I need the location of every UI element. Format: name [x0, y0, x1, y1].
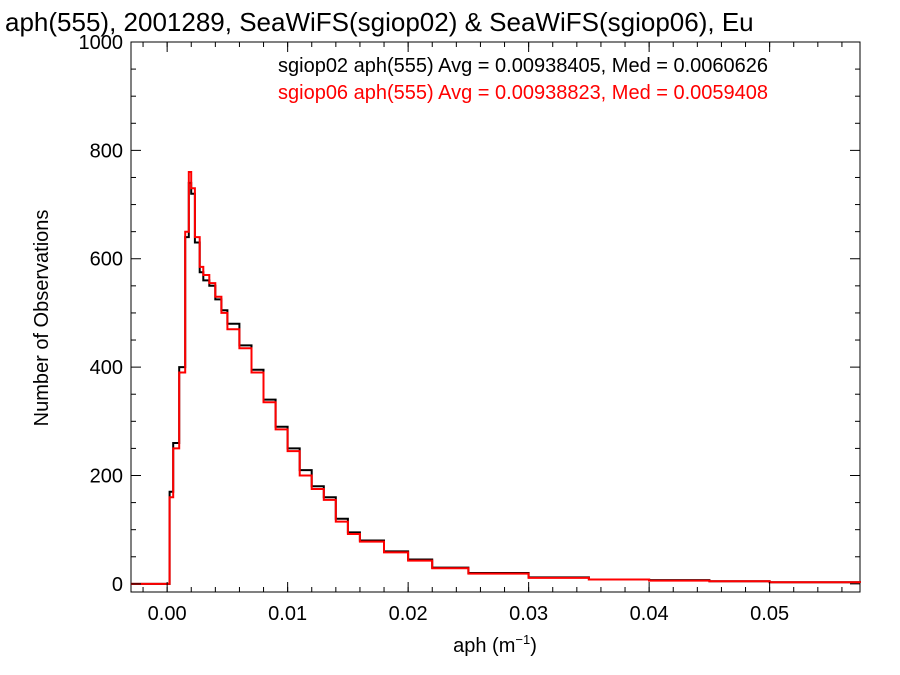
x-tick-label: 0.02: [389, 603, 428, 625]
y-tick-label: 0: [112, 574, 123, 596]
legend-entry-sgiop02: sgiop02 aph(555) Avg = 0.00938405, Med =…: [278, 55, 768, 77]
x-axis-label: aph (m−1): [453, 632, 537, 657]
y-tick-label: 800: [90, 140, 123, 162]
x-tick-label: 0.01: [268, 603, 307, 625]
series-line-sgiop02: [131, 181, 861, 585]
x-tick-label: 0.03: [509, 603, 548, 625]
series-line-sgiop06: [131, 171, 861, 585]
x-tick-label: 0.04: [630, 603, 669, 625]
plot-frame: [130, 41, 861, 593]
x-axis-label-end: ): [530, 635, 537, 657]
y-axis-ticks: 0 200 400 600 800 1000: [79, 32, 860, 596]
y-tick-label: 400: [90, 357, 123, 379]
y-tick-label: 1000: [79, 32, 124, 54]
x-tick-label: 0.05: [750, 603, 789, 625]
y-tick-label: 600: [90, 249, 123, 271]
y-tick-label: 200: [90, 465, 123, 487]
x-axis-ticks: 0.00 0.01 0.02 0.03 0.04 0.05: [142, 42, 843, 625]
x-tick-label: 0.00: [148, 603, 187, 625]
series-layer: [131, 171, 861, 585]
x-axis-label-superscript: −1: [515, 632, 530, 647]
x-axis-label-main: aph (m: [453, 635, 515, 657]
legend-entry-sgiop06: sgiop06 aph(555) Avg = 0.00938823, Med =…: [278, 82, 768, 104]
chart-title: aph(555), 2001289, SeaWiFS(sgiop02) & Se…: [5, 7, 754, 37]
y-axis-label: Number of Observations: [31, 210, 53, 427]
